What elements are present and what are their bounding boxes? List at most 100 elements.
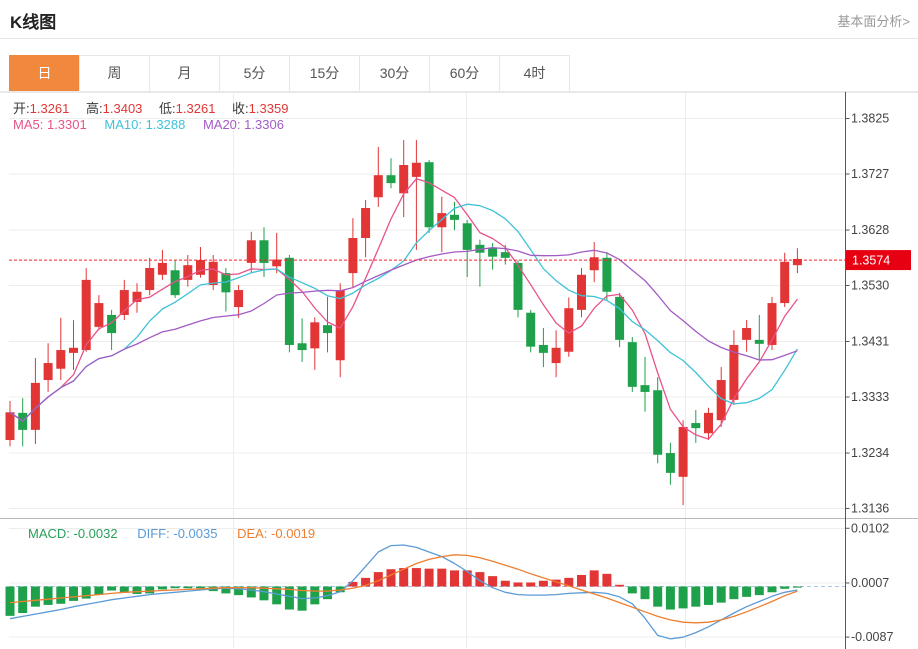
candle-body bbox=[107, 314, 117, 334]
ma20-line bbox=[9, 247, 798, 422]
macd-bar bbox=[450, 570, 459, 587]
current-price-value: 1.3574 bbox=[852, 254, 890, 268]
macd-bar bbox=[551, 579, 561, 587]
tab-5min[interactable]: 5分 bbox=[219, 55, 290, 92]
macd-bar bbox=[43, 586, 53, 605]
dea-value-legend: DEA: -0.0019 bbox=[237, 526, 316, 541]
candle-body bbox=[513, 262, 523, 310]
period-tabbar: 日 周 月 5分 15分 30分 60分 4时 bbox=[9, 55, 570, 92]
ma20-legend: MA20: 1.3306 bbox=[202, 117, 284, 132]
candle-body bbox=[157, 262, 167, 275]
macd-bar bbox=[627, 586, 637, 594]
macd-value-legend: MACD: -0.0032 bbox=[28, 526, 118, 541]
candle-body bbox=[30, 382, 40, 430]
candle-body bbox=[780, 261, 790, 304]
macd-bar bbox=[691, 586, 701, 607]
candle-body bbox=[538, 344, 548, 353]
candle-body bbox=[386, 175, 396, 184]
macd-bar bbox=[577, 574, 586, 587]
diff-value-legend: DIFF: -0.0035 bbox=[137, 526, 218, 541]
grid-lines bbox=[0, 92, 918, 648]
candle-body bbox=[323, 325, 332, 334]
macd-bar bbox=[653, 586, 663, 607]
macd-bar bbox=[310, 586, 320, 605]
candle-body bbox=[145, 267, 155, 291]
candle-body bbox=[69, 347, 78, 353]
fundamental-analysis-link[interactable]: 基本面分析> bbox=[837, 14, 910, 29]
macd-bar bbox=[411, 568, 421, 587]
macd-bar bbox=[742, 586, 752, 597]
macd-bar bbox=[678, 586, 688, 609]
macd-bar bbox=[386, 569, 396, 587]
page-title: K线图 bbox=[10, 13, 57, 32]
header-divider bbox=[0, 38, 918, 39]
candle-body bbox=[348, 238, 358, 274]
dea-line bbox=[9, 554, 798, 624]
price-axis: 1.3825 1.3727 1.3628 1.3530 1.3431 1.3333 1.32… bbox=[845, 92, 893, 649]
macd-bar bbox=[602, 573, 612, 587]
macd-bar bbox=[183, 586, 193, 589]
macd-bar bbox=[500, 580, 510, 587]
macd-bar bbox=[488, 576, 498, 587]
tab-day[interactable]: 日 bbox=[9, 55, 80, 92]
macd-bar bbox=[119, 586, 129, 593]
macd-bar bbox=[462, 570, 472, 587]
macd-legend: MACD: -0.0032 DIFF: -0.0035 DEA: -0.0019 bbox=[28, 526, 315, 541]
candle-body bbox=[602, 257, 612, 292]
candle-body bbox=[361, 208, 371, 239]
macd-bar bbox=[107, 586, 117, 591]
macd-bar bbox=[767, 586, 777, 593]
candle-body bbox=[742, 327, 752, 340]
price-tick-label: 1.3628 bbox=[851, 223, 889, 237]
macd-bar bbox=[234, 586, 244, 596]
tab-month[interactable]: 月 bbox=[149, 55, 220, 92]
ma-legend: MA5: 1.3301 MA10: 1.3288 MA20: 1.3306 bbox=[13, 117, 284, 132]
macd-bar bbox=[665, 586, 675, 610]
candle-body bbox=[284, 257, 294, 345]
high-label: 高: bbox=[86, 101, 103, 116]
tab-30min[interactable]: 30分 bbox=[359, 55, 430, 92]
ma5-legend: MA5: 1.3301 bbox=[13, 117, 87, 132]
macd-bar bbox=[475, 572, 485, 587]
macd-bar bbox=[145, 586, 155, 594]
candle-body bbox=[792, 258, 802, 266]
candle-body bbox=[754, 339, 764, 344]
close-value: 1.3359 bbox=[248, 101, 289, 116]
low-label: 低: bbox=[159, 101, 176, 116]
macd-tick-label: 0.0102 bbox=[851, 521, 889, 535]
macd-bar bbox=[361, 577, 371, 587]
macd-bar bbox=[196, 586, 205, 589]
macd-bar bbox=[615, 584, 625, 587]
candle-body bbox=[640, 385, 650, 392]
macd-bar bbox=[538, 580, 548, 587]
candle-body bbox=[526, 312, 536, 347]
candle-body bbox=[678, 427, 688, 477]
price-tick-label: 1.3431 bbox=[851, 335, 889, 349]
macd-bar bbox=[323, 586, 332, 600]
candle-body bbox=[43, 363, 53, 381]
candle-body bbox=[615, 296, 625, 340]
candle-body bbox=[577, 274, 586, 310]
candle-body bbox=[221, 273, 231, 293]
price-tick-label: 1.3727 bbox=[851, 167, 889, 181]
macd-bar bbox=[754, 586, 764, 596]
macd-bar bbox=[348, 581, 358, 587]
tab-60min[interactable]: 60分 bbox=[429, 55, 500, 92]
candle-body bbox=[94, 303, 104, 327]
ma5-line bbox=[9, 178, 798, 440]
candle-body bbox=[462, 223, 472, 250]
low-value: 1.3261 bbox=[175, 101, 216, 116]
price-tick-label: 1.3333 bbox=[851, 390, 889, 404]
macd-histogram bbox=[5, 568, 802, 616]
candle-body bbox=[411, 162, 421, 177]
candle-body bbox=[488, 248, 498, 257]
diff-line bbox=[9, 544, 798, 640]
macd-bar bbox=[69, 586, 78, 601]
candle-body bbox=[5, 412, 15, 441]
candle-body bbox=[56, 350, 66, 369]
tab-15min[interactable]: 15分 bbox=[289, 55, 360, 92]
candle-body bbox=[373, 175, 383, 198]
macd-bar bbox=[18, 586, 28, 613]
